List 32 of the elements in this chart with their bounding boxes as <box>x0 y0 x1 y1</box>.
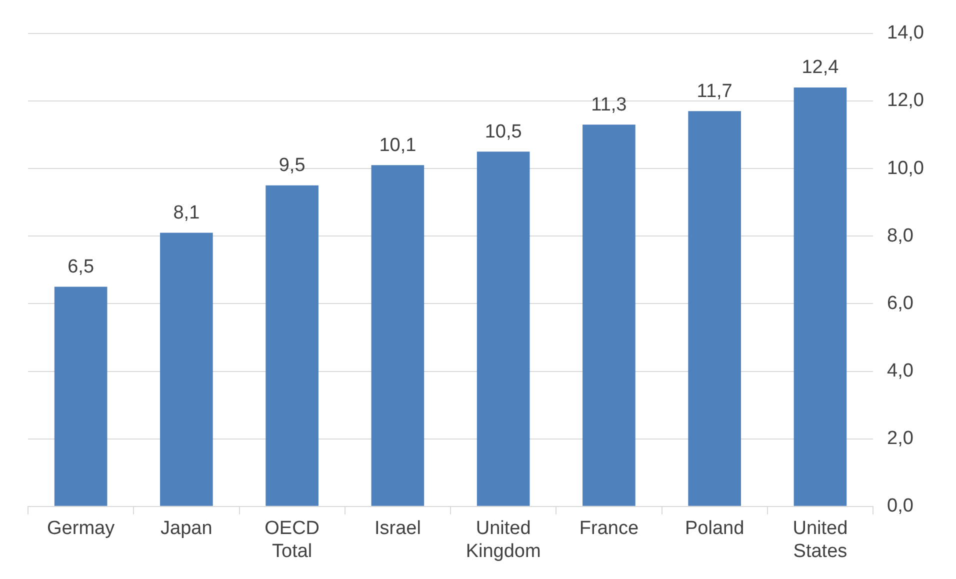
y-tick-label: 2,0 <box>887 428 914 450</box>
x-tick-label: Japan <box>160 518 212 540</box>
data-label: 8,1 <box>173 202 200 224</box>
x-tick-label: OECD Total <box>264 518 320 562</box>
y-tick-label: 0,0 <box>887 496 914 517</box>
bar <box>266 185 318 506</box>
x-tick-label: Israel <box>374 518 421 540</box>
data-label: 6,5 <box>68 256 94 278</box>
bar <box>582 124 636 506</box>
data-label: 12,4 <box>802 57 840 78</box>
bar <box>794 87 847 506</box>
x-tick-label: France <box>579 518 639 540</box>
x-tick-label: Germay <box>47 518 116 540</box>
bar <box>688 111 741 506</box>
data-label: 9,5 <box>278 155 306 176</box>
x-tick-label: Poland <box>684 518 744 540</box>
x-tick-label: United Kingdom <box>466 518 541 562</box>
data-label: 10,1 <box>379 134 416 156</box>
y-tick-label: 8,0 <box>887 225 914 246</box>
bar <box>371 165 424 506</box>
bar <box>160 232 213 506</box>
bar <box>476 152 530 506</box>
y-tick-label: 10,0 <box>887 158 924 179</box>
y-tick-label: 12,0 <box>887 90 924 112</box>
bar <box>54 286 108 506</box>
x-tick-label: United States <box>792 518 848 562</box>
data-label: 10,5 <box>484 121 522 142</box>
data-label: 11,3 <box>591 94 627 116</box>
data-label: 11,7 <box>696 80 732 102</box>
y-tick-label: 4,0 <box>887 360 914 382</box>
y-tick-label: 6,0 <box>887 292 914 314</box>
y-tick-label: 14,0 <box>887 22 924 44</box>
